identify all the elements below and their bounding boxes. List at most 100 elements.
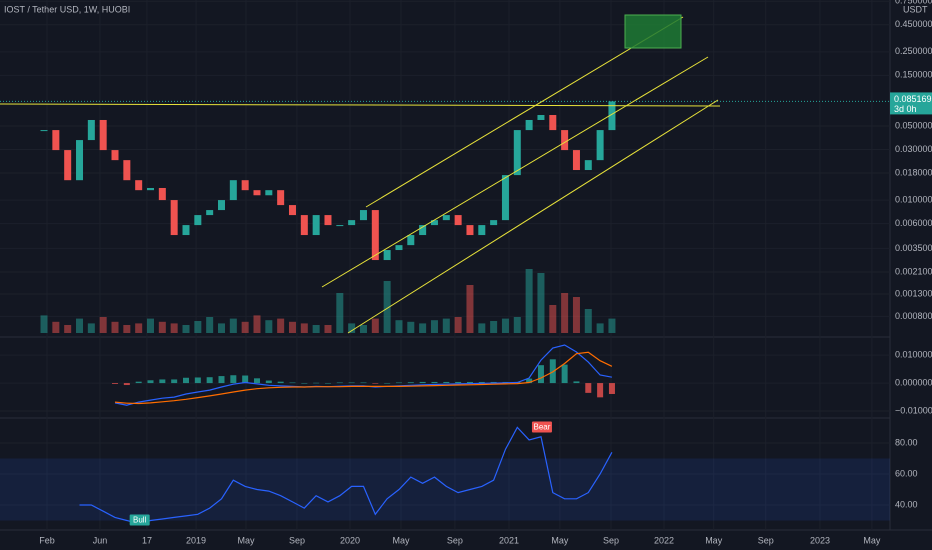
candle-body [478, 225, 486, 236]
y-tick-label: 0.000000 [895, 377, 932, 387]
y-tick-label: 0.750000 [895, 0, 932, 6]
volume-bar [312, 325, 320, 333]
candle-body [288, 205, 296, 216]
candle-body [348, 220, 356, 226]
volume-bar [383, 281, 391, 333]
candle-body [76, 140, 84, 181]
candle-body [525, 119, 533, 131]
volume-bar [466, 285, 474, 333]
y-tick-label: 0.003500 [895, 243, 932, 253]
annotation-bg [129, 514, 150, 526]
volume-bar [359, 325, 367, 333]
y-tick-label: 0.006000 [895, 218, 932, 228]
x-tick-label: May [551, 535, 569, 545]
volume-bar [99, 317, 107, 333]
annotation: Bull [133, 516, 147, 525]
y-tick-label: 0.150000 [895, 70, 932, 80]
y-tick-label: 0.000800 [895, 311, 932, 321]
grid [0, 0, 890, 530]
volume-bar [324, 325, 332, 333]
candle-body [300, 215, 308, 236]
macd-histogram [277, 381, 284, 384]
volume-bar [265, 320, 273, 333]
candle-body [99, 119, 107, 151]
price-label: 0.085169 [894, 94, 932, 104]
candle-body [40, 130, 48, 132]
macd-histogram [466, 381, 473, 384]
candle-body [466, 225, 474, 236]
y-tick-label: 0.250000 [895, 46, 932, 56]
volume-bar [111, 321, 119, 333]
volume-bar [501, 318, 509, 333]
x-tick-label: 2019 [186, 535, 206, 545]
macd-histogram [123, 383, 130, 386]
volume-bar [478, 323, 486, 333]
macd-histogram [147, 380, 154, 384]
y-tick-label: 0.018000 [895, 167, 932, 177]
candle-body [561, 130, 569, 151]
volume-bar [40, 315, 48, 333]
macd-histogram [407, 382, 414, 384]
candle-body [419, 225, 427, 236]
labels: Feb Jun 17 2019 May Sep 2020 May Sep 2021 May Sep 20… [39, 0, 932, 545]
macd-histogram [313, 382, 320, 384]
x-tick-label: 2022 [654, 535, 674, 545]
volume-bar [288, 321, 296, 333]
macd-histogram [478, 381, 485, 384]
annotation-bg [531, 421, 552, 433]
volume-bar [525, 269, 533, 333]
currency: USDT [903, 4, 928, 14]
x-tick-label: Sep [758, 535, 774, 545]
horizontal-line [0, 103, 721, 107]
candle-body [158, 187, 166, 201]
volume-bar [87, 323, 95, 333]
macd-histogram [242, 375, 249, 384]
volume-bar [229, 318, 237, 333]
macd-histogram [135, 381, 142, 384]
candle-body [513, 130, 521, 176]
volume-bar [584, 309, 592, 333]
y-tick-label: 0.001300 [895, 288, 932, 298]
volume-bar [182, 325, 190, 333]
x-tick-label: Sep [603, 535, 619, 545]
candle-body [147, 187, 155, 191]
x-tick-label: Sep [289, 535, 305, 545]
volume-bar [430, 320, 438, 333]
volume-bar [371, 318, 379, 333]
candle-body [324, 215, 332, 226]
macd-histogram [455, 381, 462, 384]
volume-bar [336, 293, 344, 333]
volume-bar [253, 315, 261, 333]
volume-bar [537, 273, 545, 333]
y-tick-label: 80.00 [895, 437, 918, 447]
volume-bar [277, 318, 285, 333]
volume-bar [123, 325, 131, 333]
volume-bar [572, 297, 580, 333]
volume-bar [348, 323, 356, 333]
candle-body [430, 220, 438, 226]
annotation: Bear [534, 423, 551, 432]
candle-body [194, 215, 202, 226]
candle-body [454, 215, 462, 226]
volume-bar [158, 321, 166, 333]
candle-body [442, 215, 450, 221]
candle-body [395, 245, 403, 251]
volume-bar [395, 320, 403, 333]
candle-body [383, 250, 391, 261]
macd-histogram [112, 383, 119, 384]
candle-body [596, 130, 604, 161]
channel-middle [321, 56, 709, 288]
x-tick-label: 2021 [499, 535, 519, 545]
x-tick-label: Sep [447, 535, 463, 545]
volume-bar [549, 305, 557, 333]
volume-bar [217, 323, 225, 333]
candle-body [371, 210, 379, 261]
x-tick-label: May [863, 535, 881, 545]
x-tick-label: May [392, 535, 410, 545]
volume-bar [407, 321, 415, 333]
rsi-band [0, 458, 890, 521]
macd-histogram [395, 382, 402, 384]
macd-histogram [419, 381, 426, 384]
